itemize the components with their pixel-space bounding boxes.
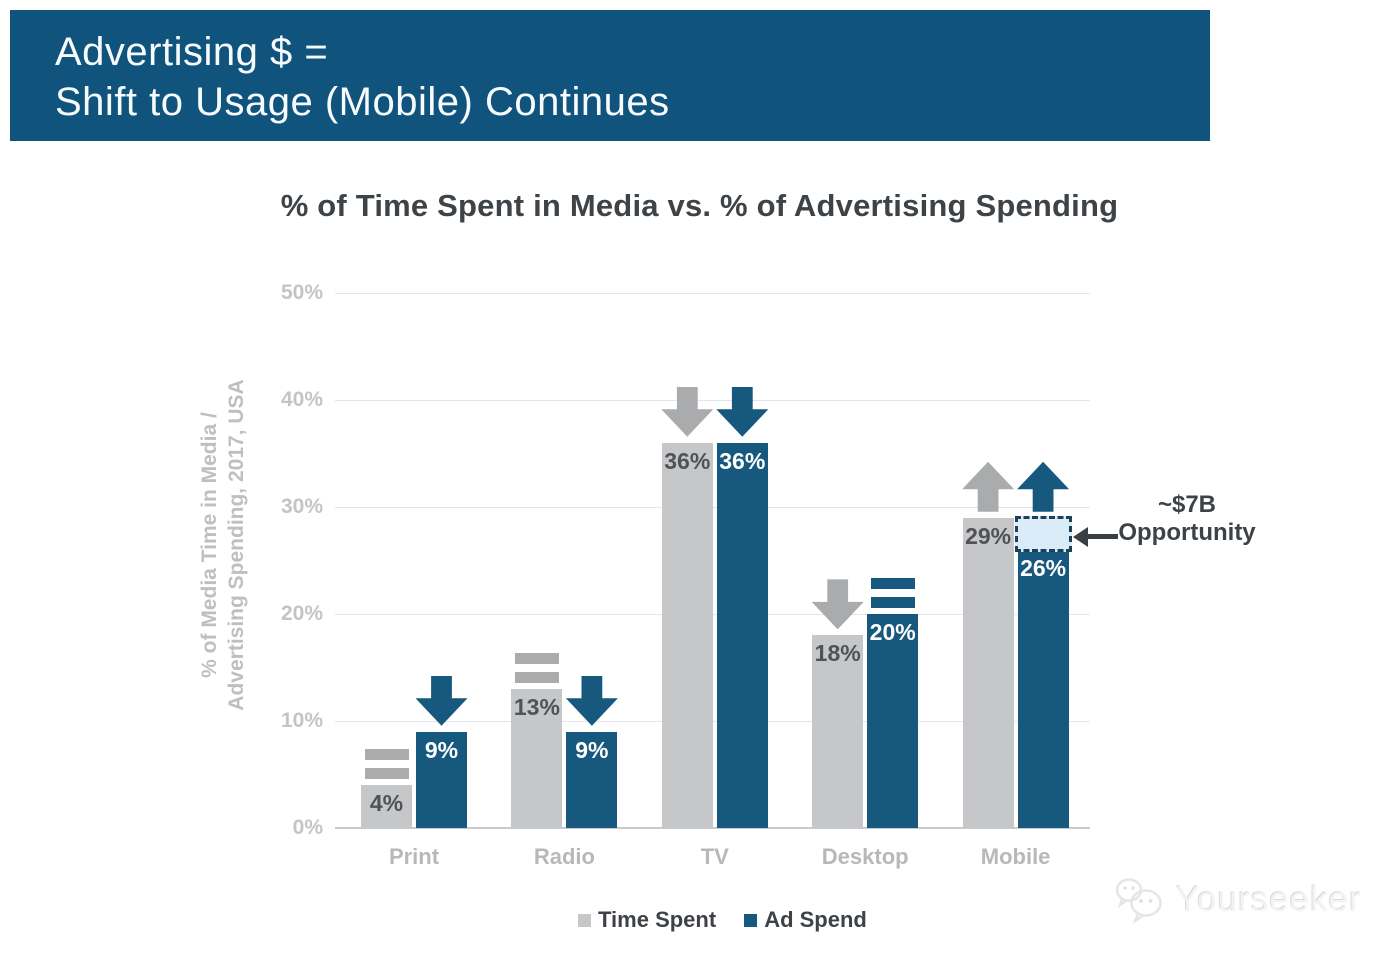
gridline-50 bbox=[335, 292, 1090, 294]
legend-item-time-spent: Time Spent bbox=[578, 907, 716, 933]
arrow-up-icon-time-spent-mobile bbox=[962, 461, 1015, 512]
bar-value-ad-spend-desktop: 20% bbox=[869, 619, 916, 645]
equals-bar bbox=[514, 671, 559, 683]
bar-value-ad-spend-print: 9% bbox=[424, 736, 459, 763]
annotation-arrow-shaft bbox=[1087, 534, 1118, 539]
arrow-down-icon-time-spent-tv bbox=[661, 386, 714, 437]
chat-bubbles-icon bbox=[1115, 878, 1162, 925]
arrow-up-icon-ad-spend-mobile bbox=[1017, 461, 1070, 512]
header-banner: Advertising $ = Shift to Usage (Mobile) … bbox=[10, 10, 1210, 141]
y-tick-30: 30% bbox=[280, 495, 323, 518]
equals-icon-ad-spend-desktop bbox=[870, 578, 915, 608]
bar-time-spent-mobile bbox=[962, 517, 1014, 828]
bar-value-ad-spend-radio: 9% bbox=[575, 736, 609, 763]
bar-value-time-spent-mobile: 29% bbox=[965, 522, 1012, 549]
legend-label-ad-spend: Ad Spend bbox=[764, 907, 867, 932]
equals-icon-time-spent-radio bbox=[514, 652, 559, 683]
y-tick-20: 20% bbox=[280, 602, 323, 625]
bar-time-spent-desktop bbox=[812, 635, 864, 828]
y-tick-10: 10% bbox=[280, 709, 323, 732]
bar-time-spent-tv bbox=[661, 442, 713, 828]
bar-ad-spend-tv bbox=[716, 442, 768, 828]
arrow-down-icon-ad-spend-tv bbox=[716, 386, 769, 437]
legend: Time Spent Ad Spend bbox=[578, 907, 867, 933]
annotation-text: ~$7B Opportunity bbox=[1112, 491, 1262, 547]
gridline-0 bbox=[335, 827, 1090, 829]
bar-value-time-spent-radio: 13% bbox=[513, 693, 560, 720]
arrow-down-icon-time-spent-desktop bbox=[811, 579, 864, 630]
bar-ad-spend-print bbox=[416, 731, 467, 828]
x-category-radio: Radio bbox=[533, 844, 595, 869]
legend-swatch-time-spent bbox=[578, 913, 591, 927]
header-title-line1: Advertising $ = bbox=[55, 30, 329, 74]
bar-ad-spend-mobile bbox=[1017, 549, 1069, 828]
bar-value-ad-spend-mobile: 26% bbox=[1020, 554, 1067, 581]
annotation-line2: Opportunity bbox=[1118, 519, 1256, 546]
bar-value-time-spent-print: 4% bbox=[369, 790, 404, 817]
y-tick-40: 40% bbox=[280, 388, 323, 411]
annotation-line1: ~$7B bbox=[1157, 491, 1217, 518]
equals-bar bbox=[870, 597, 915, 608]
annotation-left-arrow-icon bbox=[1073, 527, 1088, 547]
bar-ad-spend-radio bbox=[566, 731, 618, 828]
legend-label-time-spent: Time Spent bbox=[598, 907, 717, 932]
equals-icon-time-spent-print bbox=[364, 749, 409, 780]
arrow-down-icon-ad-spend-radio bbox=[565, 675, 618, 726]
bar-value-time-spent-desktop: 18% bbox=[814, 640, 861, 667]
x-category-print: Print bbox=[388, 844, 440, 869]
arrow-down-icon-ad-spend-print bbox=[415, 675, 468, 726]
y-tick-0: 0% bbox=[292, 816, 323, 839]
opportunity-box bbox=[1014, 515, 1072, 552]
watermark-brand: Yourseeker bbox=[1176, 880, 1362, 919]
bar-time-spent-print bbox=[361, 785, 412, 828]
chart-title: % of Time Spent in Media vs. % of Advert… bbox=[280, 188, 1119, 223]
x-category-desktop: Desktop bbox=[821, 844, 909, 869]
equals-bar bbox=[870, 578, 915, 589]
equals-bar bbox=[514, 652, 559, 664]
bar-time-spent-radio bbox=[511, 688, 563, 828]
gridline-40 bbox=[335, 399, 1090, 401]
x-category-mobile: Mobile bbox=[980, 844, 1051, 869]
equals-bar bbox=[364, 749, 409, 761]
header-title-line2: Shift to Usage (Mobile) Continues bbox=[55, 80, 670, 124]
equals-bar bbox=[364, 768, 409, 780]
bar-value-time-spent-tv: 36% bbox=[664, 447, 711, 474]
legend-item-ad-spend: Ad Spend bbox=[744, 907, 867, 933]
bar-ad-spend-desktop bbox=[867, 614, 919, 828]
bar-value-ad-spend-tv: 36% bbox=[719, 447, 766, 474]
x-category-tv: TV bbox=[700, 844, 729, 869]
y-tick-50: 50% bbox=[280, 281, 323, 304]
watermark: Yourseeker bbox=[1112, 874, 1362, 926]
legend-swatch-ad-spend bbox=[744, 913, 758, 927]
